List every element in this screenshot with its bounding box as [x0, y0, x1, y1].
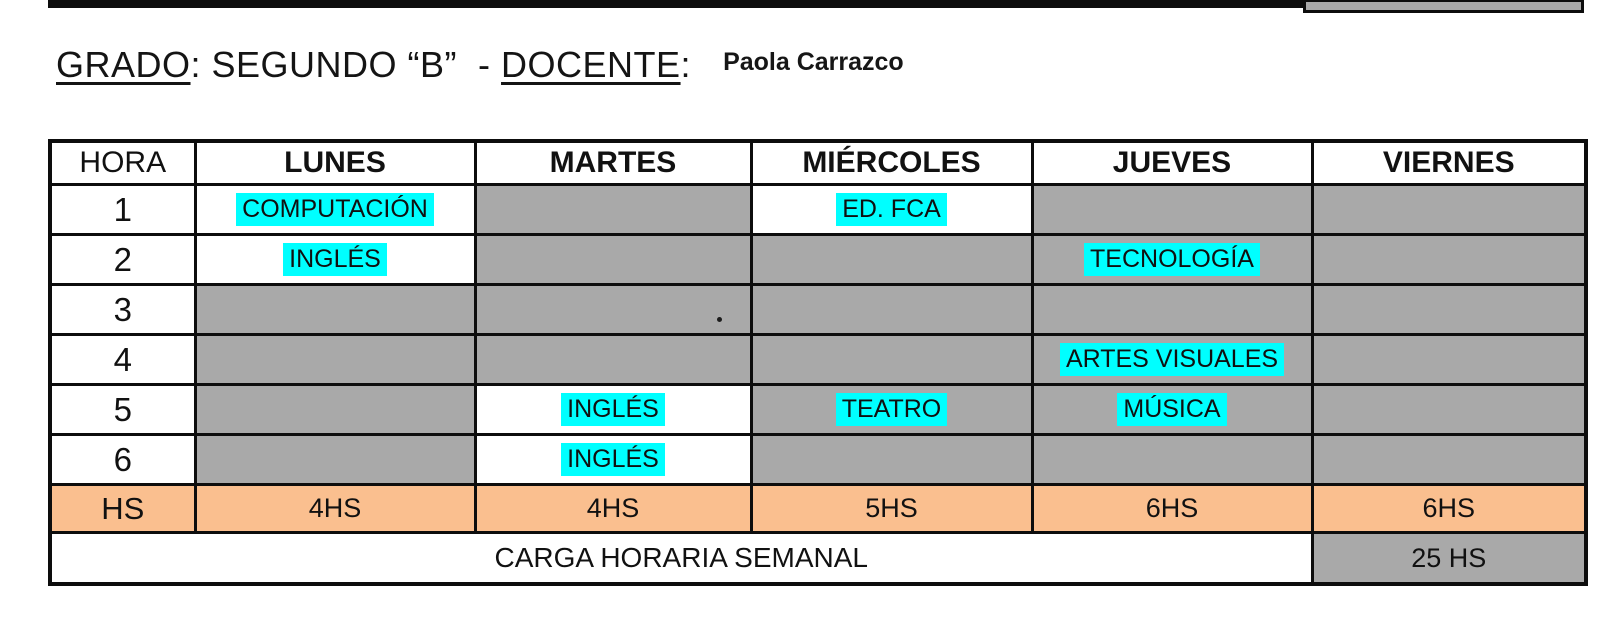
hs-value-miercoles: 5HS: [749, 483, 1034, 534]
schedule-cell: [749, 283, 1034, 336]
schedule-cell: [193, 383, 477, 436]
schedule-cell: [473, 183, 753, 236]
hour-number: 1: [48, 183, 197, 236]
subject-highlight: TEATRO: [835, 393, 948, 426]
hour-number: 4: [48, 333, 197, 386]
header-row: HORA LUNES MARTES MIÉRCOLES JUEVES VIERN…: [48, 139, 1588, 186]
hour-number: 2: [48, 233, 197, 286]
schedule-cell: [1310, 233, 1588, 286]
schedule-cell: [193, 433, 477, 486]
teacher-name: Paola Carrazco: [723, 48, 904, 76]
schedule-cell: INGLÉS: [473, 433, 753, 486]
hs-value-viernes: 6HS: [1310, 483, 1588, 534]
schedule-cell: INGLÉS: [473, 383, 753, 436]
schedule-cell: [193, 333, 477, 386]
ink-speck: [717, 317, 722, 322]
subject-highlight: MÚSICA: [1117, 393, 1227, 426]
column-header-jueves: JUEVES: [1030, 139, 1314, 186]
column-header-hora: HORA: [48, 139, 197, 186]
schedule-row-1: 1 COMPUTACIÓN ED. FCA: [48, 183, 1588, 236]
weekly-load-label: CARGA HORARIA SEMANAL: [48, 531, 1314, 586]
hour-number: 6: [48, 433, 197, 486]
hs-label: HS: [48, 483, 197, 534]
schedule-cell: [1030, 433, 1314, 486]
schedule-cell: [1310, 383, 1588, 436]
schedule-cell: [473, 333, 753, 386]
grado-label: GRADO: [56, 44, 191, 85]
column-header-viernes: VIERNES: [1310, 139, 1588, 186]
schedule-row-4: 4 ARTES VISUALES: [48, 333, 1588, 386]
schedule-cell: [749, 433, 1034, 486]
subject-highlight: INGLÉS: [561, 393, 665, 426]
schedule-row-6: 6 INGLÉS: [48, 433, 1588, 486]
schedule-cell: [1310, 283, 1588, 336]
schedule-cell: [1310, 333, 1588, 386]
schedule-row-2: 2 INGLÉS TECNOLOGÍA: [48, 233, 1588, 286]
schedule-cell: [1310, 433, 1588, 486]
schedule-cell: ARTES VISUALES: [1030, 333, 1314, 386]
column-header-miercoles: MIÉRCOLES: [749, 139, 1034, 186]
schedule-cell: [473, 283, 753, 336]
column-header-martes: MARTES: [473, 139, 753, 186]
schedule-cell: TECNOLOGÍA: [1030, 233, 1314, 286]
page-title: GRADO: SEGUNDO “B” - DOCENTE: Paola Carra…: [56, 44, 904, 86]
schedule-cell: [749, 233, 1034, 286]
schedule-cell: COMPUTACIÓN: [193, 183, 477, 236]
schedule-row-3: 3: [48, 283, 1588, 336]
column-header-lunes: LUNES: [193, 139, 477, 186]
subject-highlight: TECNOLOGÍA: [1084, 243, 1260, 276]
grado-value: : SEGUNDO “B” -: [190, 44, 502, 85]
subject-highlight: COMPUTACIÓN: [236, 193, 434, 226]
hs-value-jueves: 6HS: [1030, 483, 1314, 534]
weekly-total: 25 HS: [1310, 531, 1588, 586]
docente-colon: :: [680, 44, 692, 85]
schedule-cell: INGLÉS: [193, 233, 477, 286]
previous-table-bottom-border: [48, 0, 1303, 8]
subject-highlight: INGLÉS: [561, 443, 665, 476]
schedule-cell: [473, 233, 753, 286]
schedule-cell: MÚSICA: [1030, 383, 1314, 436]
schedule-cell: [749, 333, 1034, 386]
hs-value-martes: 4HS: [473, 483, 753, 534]
previous-table-gray-cell-sliver: [1303, 0, 1584, 13]
subject-highlight: INGLÉS: [283, 243, 387, 276]
subject-highlight: ARTES VISUALES: [1059, 343, 1285, 376]
schedule-cell: [1030, 183, 1314, 236]
docente-label: DOCENTE: [501, 44, 681, 85]
schedule-cell: [1030, 283, 1314, 336]
hour-number: 3: [48, 283, 197, 336]
hs-value-lunes: 4HS: [193, 483, 477, 534]
subject-highlight: ED. FCA: [836, 193, 947, 226]
schedule-cell: [193, 283, 477, 336]
schedule-table: HORA LUNES MARTES MIÉRCOLES JUEVES VIERN…: [48, 139, 1588, 586]
hours-summary-row: HS 4HS 4HS 5HS 6HS 6HS: [48, 483, 1588, 534]
hour-number: 5: [48, 383, 197, 436]
schedule-cell: [1310, 183, 1588, 236]
weekly-load-row: CARGA HORARIA SEMANAL 25 HS: [48, 531, 1588, 586]
schedule-cell: TEATRO: [749, 383, 1034, 436]
schedule-row-5: 5 INGLÉS TEATRO MÚSICA: [48, 383, 1588, 436]
schedule-cell: ED. FCA: [749, 183, 1034, 236]
